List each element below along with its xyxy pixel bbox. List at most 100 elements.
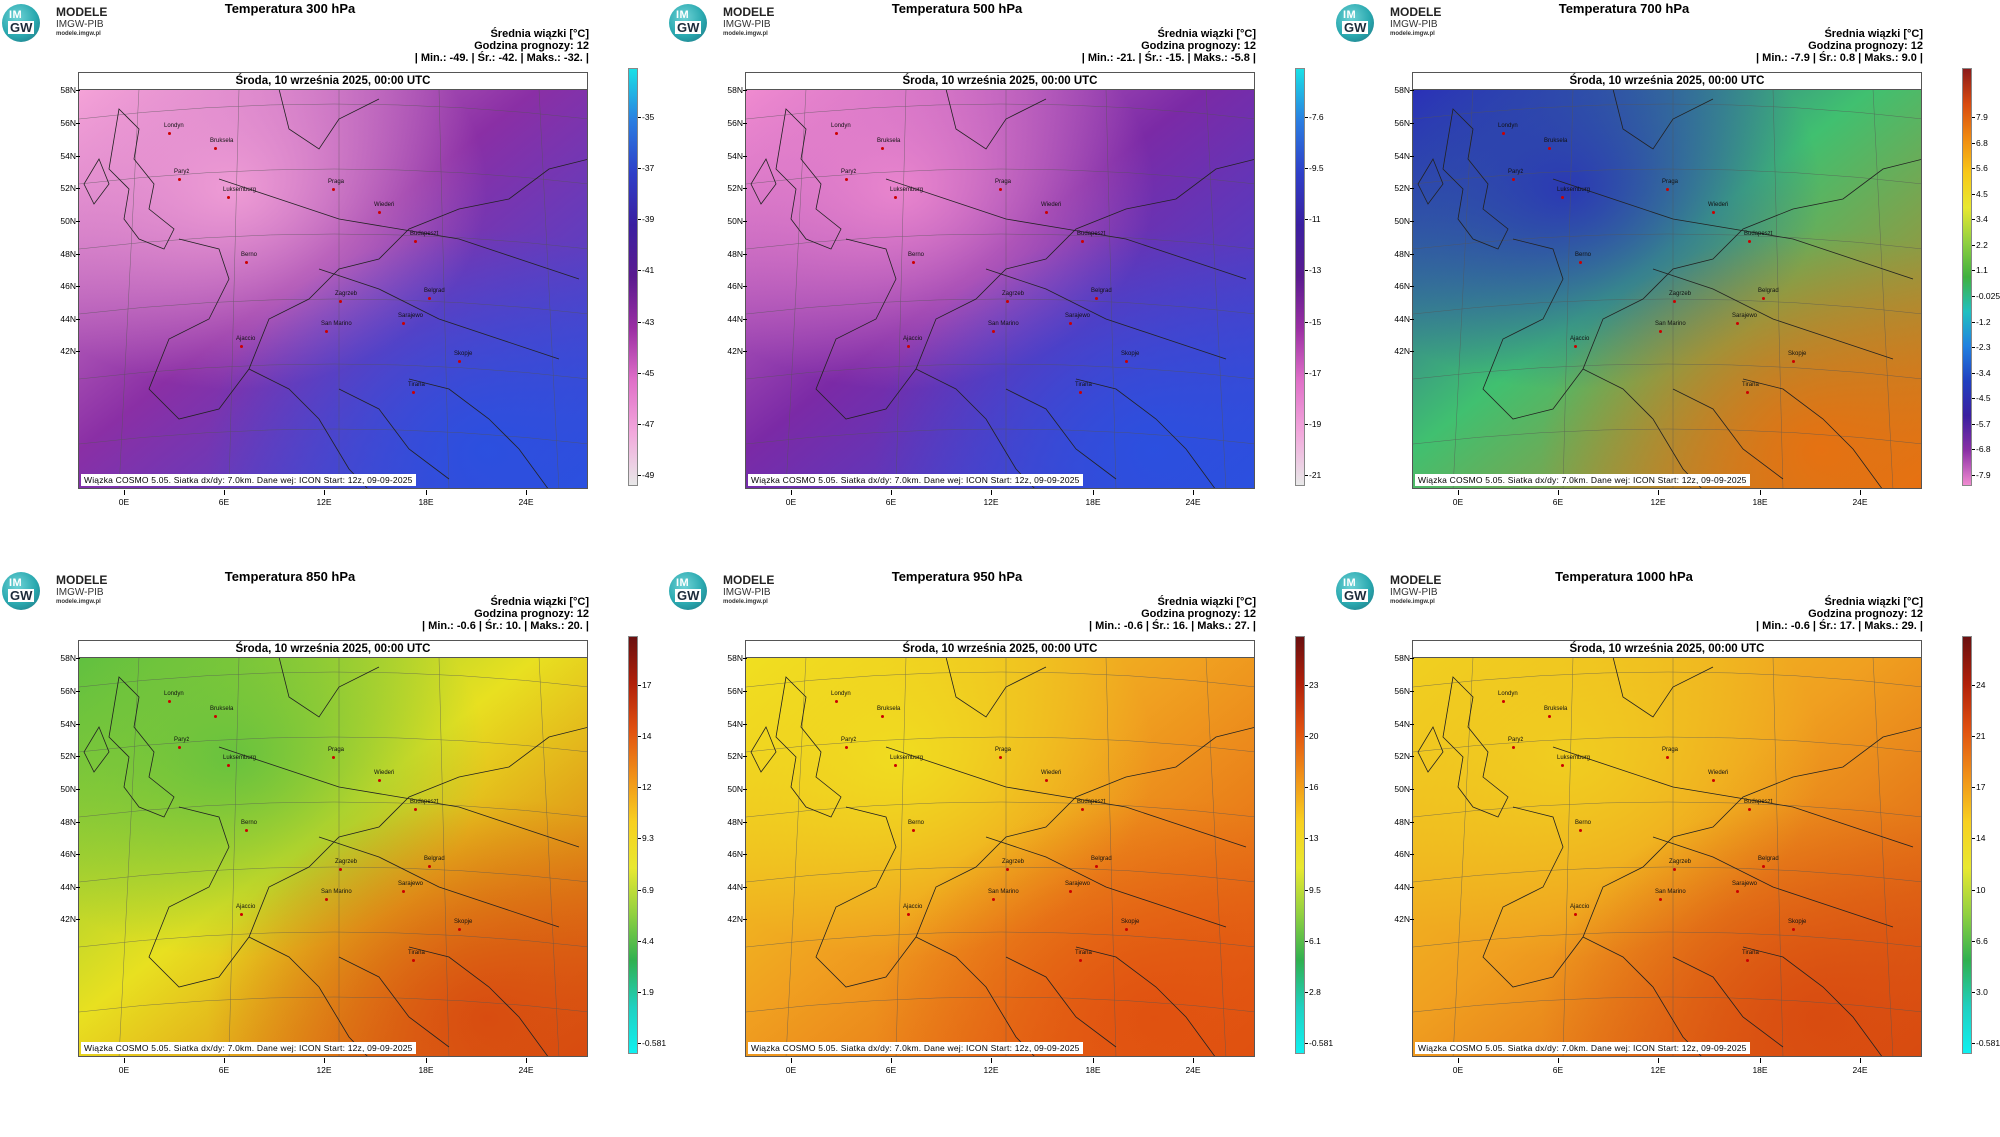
city-marker	[1666, 756, 1669, 759]
latitude-label: 50N	[717, 216, 747, 226]
city-marker	[428, 297, 431, 300]
city-label: Budapeszt	[1744, 799, 1773, 805]
longitude-label: 0E	[781, 1058, 801, 1075]
latitude-label: 44N	[717, 882, 747, 892]
valid-date: Środa, 10 września 2025, 00:00 UTC	[79, 73, 587, 90]
city-marker	[227, 764, 230, 767]
latitude-label: 46N	[50, 849, 80, 859]
longitude-label: 0E	[1448, 490, 1468, 507]
colorbar-tick: 6.1	[1305, 935, 1321, 946]
city-label: Skopje	[454, 919, 473, 925]
imgw-logo: IM GW MODELE IMGW-PIB modele.imgw.pl	[669, 2, 809, 42]
city-label: Sarajewo	[1065, 881, 1091, 887]
colorbar-tick: 2.2	[1972, 239, 1988, 250]
city-marker	[1736, 890, 1739, 893]
city-label: Tirana	[1075, 382, 1092, 388]
latitude-label: 56N	[50, 686, 80, 696]
city-marker	[1746, 391, 1749, 394]
latitude-label: 46N	[50, 281, 80, 291]
colorbar-tick: -5.7	[1972, 418, 1991, 429]
colorbar-tick: 13	[1304, 833, 1319, 844]
city-label: Praga	[1662, 747, 1679, 753]
latitude-label: 48N	[1384, 817, 1414, 827]
model-footer: Wiązka COSMO 5.05. Siatka dx/dy: 7.0km. …	[1415, 1042, 1750, 1054]
city-marker	[428, 865, 431, 868]
latitude-label: 42N	[50, 346, 80, 356]
logo-title: MODELE	[56, 5, 108, 19]
city-label: Wiedeń	[374, 202, 395, 208]
colorbar	[1962, 68, 1972, 486]
latitude-label: 46N	[1384, 849, 1414, 859]
colorbar-tick: -19	[1304, 418, 1322, 429]
stats-block: Średnia wiązki [°C] Godzina prognozy: 12 |…	[422, 596, 589, 632]
imgw-logo: IM GW MODELE IMGW-PIB modele.imgw.pl	[2, 570, 142, 610]
map-panel: IM GW MODELE IMGW-PIB modele.imgw.pl Temperat…	[667, 0, 1334, 568]
latitude-label: 56N	[717, 686, 747, 696]
latitude-label: 56N	[717, 118, 747, 128]
colorbar-tick: 3.0	[1972, 986, 1988, 997]
colorbar-tick: 9.3	[638, 833, 654, 844]
city-marker	[992, 898, 995, 901]
city-label: Tirana	[408, 382, 425, 388]
city-label: Skopje	[454, 351, 473, 357]
city-label: Londyn	[164, 691, 184, 697]
city-label: San Marino	[321, 321, 352, 327]
logo-im-text: IM	[676, 577, 690, 589]
city-label: Zagrzeb	[1669, 859, 1692, 865]
panel-title: Temperatura 950 hPa	[891, 569, 1023, 584]
city-label: Berno	[1575, 820, 1592, 826]
city-marker	[414, 240, 417, 243]
logo-subtitle: IMGW-PIB	[56, 19, 104, 30]
city-label: Berno	[908, 820, 925, 826]
city-marker	[339, 300, 342, 303]
longitude-label: 18E	[1750, 490, 1770, 507]
city-label: Sarajewo	[1065, 313, 1091, 319]
colorbar	[628, 636, 638, 1054]
logo-subtitle: IMGW-PIB	[1390, 587, 1438, 598]
latitude-label: 56N	[1384, 118, 1414, 128]
panel-title: Temperatura 1000 hPa	[1555, 569, 1693, 584]
longitude-label: 18E	[1083, 1058, 1103, 1075]
city-marker	[912, 829, 915, 832]
latitude-label: 42N	[717, 346, 747, 356]
latitude-label: 42N	[1384, 914, 1414, 924]
city-marker	[1746, 959, 1749, 962]
model-footer: Wiązka COSMO 5.05. Siatka dx/dy: 7.0km. …	[748, 1042, 1083, 1054]
city-marker	[412, 959, 415, 962]
city-marker	[1045, 211, 1048, 214]
stats-title: Średnia wiązki [°C]	[1157, 28, 1256, 40]
map-frame: Środa, 10 września 2025, 00:00 UTC Wiązka…	[1412, 72, 1922, 489]
colorbar-tick: -4.5	[1972, 393, 1991, 404]
colorbar	[1295, 68, 1305, 486]
forecast-hour: Godzina prognozy: 12	[1808, 40, 1923, 52]
panel-title: Temperatura 300 hPa	[224, 1, 356, 16]
latitude-label: 58N	[717, 85, 747, 95]
city-label: Paryż	[841, 737, 857, 743]
colorbar-tick: -35	[637, 112, 655, 122]
city-marker	[1579, 261, 1582, 264]
colorbar-tick: 6.8	[1972, 137, 1988, 148]
city-marker	[1666, 188, 1669, 191]
colorbar-tick: 10	[1971, 884, 1986, 895]
colorbar-tick: -13	[1304, 265, 1322, 276]
longitude-label: 18E	[1750, 1058, 1770, 1075]
city-label: Budapeszt	[1077, 799, 1106, 805]
city-label: Praga	[995, 747, 1012, 753]
city-marker	[1736, 322, 1739, 325]
city-marker	[1081, 240, 1084, 243]
city-marker	[1502, 700, 1505, 703]
city-marker	[168, 132, 171, 135]
colorbar-tick: -37	[637, 163, 655, 174]
map-frame: Środa, 10 września 2025, 00:00 UTC Wiązka…	[1412, 640, 1922, 1057]
colorbar-tick: -11	[1305, 214, 1321, 225]
city-label: Londyn	[1498, 691, 1518, 697]
temperature-field	[79, 657, 587, 1056]
city-label: Praga	[328, 179, 345, 185]
city-marker	[999, 756, 1002, 759]
city-label: Ajaccio	[903, 904, 923, 910]
city-label: Sarajewo	[398, 881, 424, 887]
latitude-label: 48N	[50, 817, 80, 827]
city-label: Ajaccio	[236, 336, 256, 342]
city-marker	[1579, 829, 1582, 832]
colorbar-tick: 16	[1304, 782, 1319, 793]
